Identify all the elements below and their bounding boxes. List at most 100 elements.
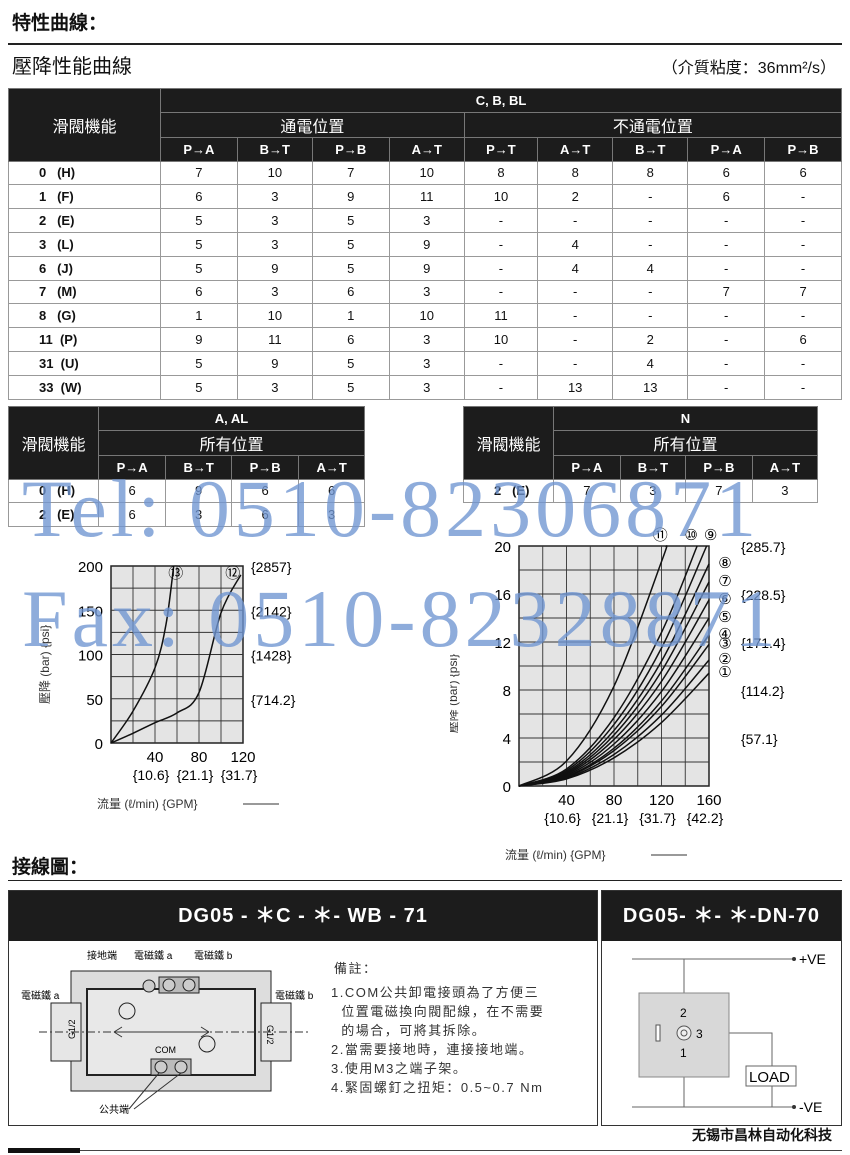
spool-function: 8 (G): [8, 303, 161, 329]
column-header-flow-path: P→T: [463, 136, 539, 162]
y-tick-label: 150: [78, 603, 103, 620]
pressure-drop-value: 6: [764, 327, 842, 352]
pressure-drop-value: -: [612, 184, 689, 210]
pressure-drop-value: 7: [684, 478, 753, 504]
series-line: [110, 565, 175, 744]
x-tick-gpm-label: {21.1}: [177, 767, 214, 783]
negative-ve-label: -VE: [799, 1099, 822, 1115]
y-tick-psi-label: {114.2}: [741, 683, 785, 699]
pressure-drop-value: 5: [311, 208, 390, 233]
column-header-flow-path: P→A: [97, 454, 167, 480]
series-label: ⑫: [225, 565, 240, 582]
table-row: 1 (F) 6 3 9 11 10 2-6-: [8, 184, 842, 210]
spool-function: 2 (E): [8, 208, 161, 233]
pressure-drop-value: -: [463, 350, 539, 376]
divider: [8, 880, 842, 881]
pressure-drop-value: 13: [537, 374, 614, 400]
column-header-group: A, AL: [98, 406, 365, 431]
column-header-deenergized: 不通電位置: [463, 111, 843, 138]
x-tick-gpm-label: {10.6}: [133, 767, 170, 783]
table-row: 2 (E) 7 3 7 3: [463, 478, 819, 504]
solenoid-a-top-label: 電磁鐵 a: [134, 949, 173, 962]
x-tick-label: 80: [606, 792, 623, 809]
pressure-drop-value: 5: [160, 374, 238, 400]
y-tick-psi-label: {285.7}: [741, 539, 786, 555]
y-tick-label: 8: [503, 683, 511, 700]
wiring-box-dn70: DG05- ＊- ＊-DN-70 2 3 1 LOAD +VE -VE: [601, 890, 842, 1126]
pressure-drop-value: -: [687, 255, 766, 281]
series-label: ⑧: [718, 555, 731, 572]
series-line: [518, 545, 668, 787]
column-header-function: 滑閥機能: [463, 406, 554, 480]
note-line: 2.當需要接地時，連接接地端。: [331, 1042, 534, 1057]
pressure-drop-value: 10: [236, 303, 313, 329]
pressure-drop-value: 3: [236, 279, 313, 305]
pressure-drop-value: -: [537, 303, 614, 329]
pressure-drop-value: -: [463, 374, 539, 400]
x-tick-label: 40: [558, 792, 575, 809]
y-tick-label: 16: [494, 587, 511, 604]
pressure-drop-value: 10: [388, 303, 465, 329]
pressure-drop-value: 1: [311, 303, 390, 329]
pressure-drop-value: -: [687, 303, 766, 329]
pressure-drop-value: 7: [687, 279, 766, 305]
pressure-drop-value: 3: [388, 374, 465, 400]
pressure-drop-value: 5: [160, 350, 238, 376]
pressure-drop-value: -: [463, 208, 539, 233]
pressure-drop-value: -: [687, 231, 766, 257]
y-tick-psi-label: {714.2}: [251, 692, 296, 708]
pressure-drop-value: 9: [160, 327, 238, 352]
page-subtitle: 壓降性能曲線: [12, 56, 132, 78]
pressure-drop-value: -: [463, 279, 539, 305]
pressure-drop-value: 7: [553, 478, 621, 504]
pressure-drop-value: 9: [311, 184, 390, 210]
column-header-energized: 通電位置: [160, 111, 465, 138]
y-tick-label: 12: [494, 635, 511, 652]
solenoid-a-label: 電磁鐵 a: [21, 989, 60, 1002]
notes-title: 備註：: [334, 961, 378, 976]
pressure-drop-value: 6: [687, 184, 766, 210]
pressure-drop-value: 5: [311, 255, 390, 281]
series-label: ⑦: [718, 573, 731, 590]
table-row: 7 (M) 6 3 6 3- - -7 7: [8, 279, 842, 305]
pressure-drop-value: 10: [236, 160, 313, 186]
x-tick-label: 80: [191, 749, 208, 766]
x-tick-label: 120: [649, 792, 674, 809]
pressure-drop-value: 7: [311, 160, 390, 186]
x-axis-label: 流量 (ℓ/min) {GPM}: [505, 848, 606, 862]
note-line: 1.COM公共卸電接頭為了方便三: [331, 985, 540, 1000]
series-line: [518, 545, 698, 787]
column-header-flow-path: A→T: [537, 136, 614, 162]
terminal-layout-diagram: G1/2 G1/2 COM 接地端 電磁鐵 a 電磁鐵 b 電磁鐵 a 電磁鐵 …: [21, 949, 314, 1116]
spool-function: 2 (E): [8, 502, 99, 528]
note-line: 位置電磁換向閥配線，在不需要: [331, 1004, 545, 1019]
table-row: 11 (P) 9 11 6 3 10-2-6: [8, 327, 842, 352]
pressure-drop-value: -: [764, 184, 842, 210]
y-tick-label: 100: [78, 648, 103, 665]
pressure-drop-value: -: [687, 327, 766, 352]
pressure-drop-value: 5: [311, 231, 390, 257]
pressure-drop-value: 6: [230, 478, 300, 504]
company-name: 无锡市昌林自动化科技: [692, 1127, 832, 1143]
positive-ve-label: +VE: [799, 951, 826, 967]
section-title-wiring: 接線圖：: [12, 857, 89, 878]
column-header-flow-path: P→A: [553, 454, 621, 480]
wiring-title-wb71: DG05 - ＊C - ＊- WB - 71: [9, 891, 597, 941]
pressure-drop-value: -: [612, 208, 689, 233]
notes-list: 1.COM公共卸電接頭為了方便三 位置電磁換向閥配線，在不需要 的場合，可將其拆…: [331, 983, 544, 1097]
pressure-drop-value: 9: [388, 231, 465, 257]
pressure-drop-value: -: [612, 279, 689, 305]
pressure-drop-value: 10: [463, 184, 539, 210]
y-tick-label: 200: [78, 559, 103, 576]
x-tick-gpm-label: {10.6}: [544, 810, 581, 826]
viscosity-note: （介質粘度：36mm²/s）: [661, 60, 836, 77]
spool-function: 2 (E): [463, 478, 554, 504]
note-line: 3.使用M3之端子架。: [331, 1061, 468, 1076]
pressure-drop-value: 6: [160, 184, 238, 210]
column-header-function: 滑閥機能: [8, 88, 161, 162]
pressure-drop-value: 4: [612, 350, 689, 376]
series-label: ①: [718, 664, 731, 681]
footer-bar: [8, 1148, 80, 1153]
column-header-group: C, B, BL: [160, 88, 842, 113]
spool-function: 0 (H): [8, 160, 161, 186]
